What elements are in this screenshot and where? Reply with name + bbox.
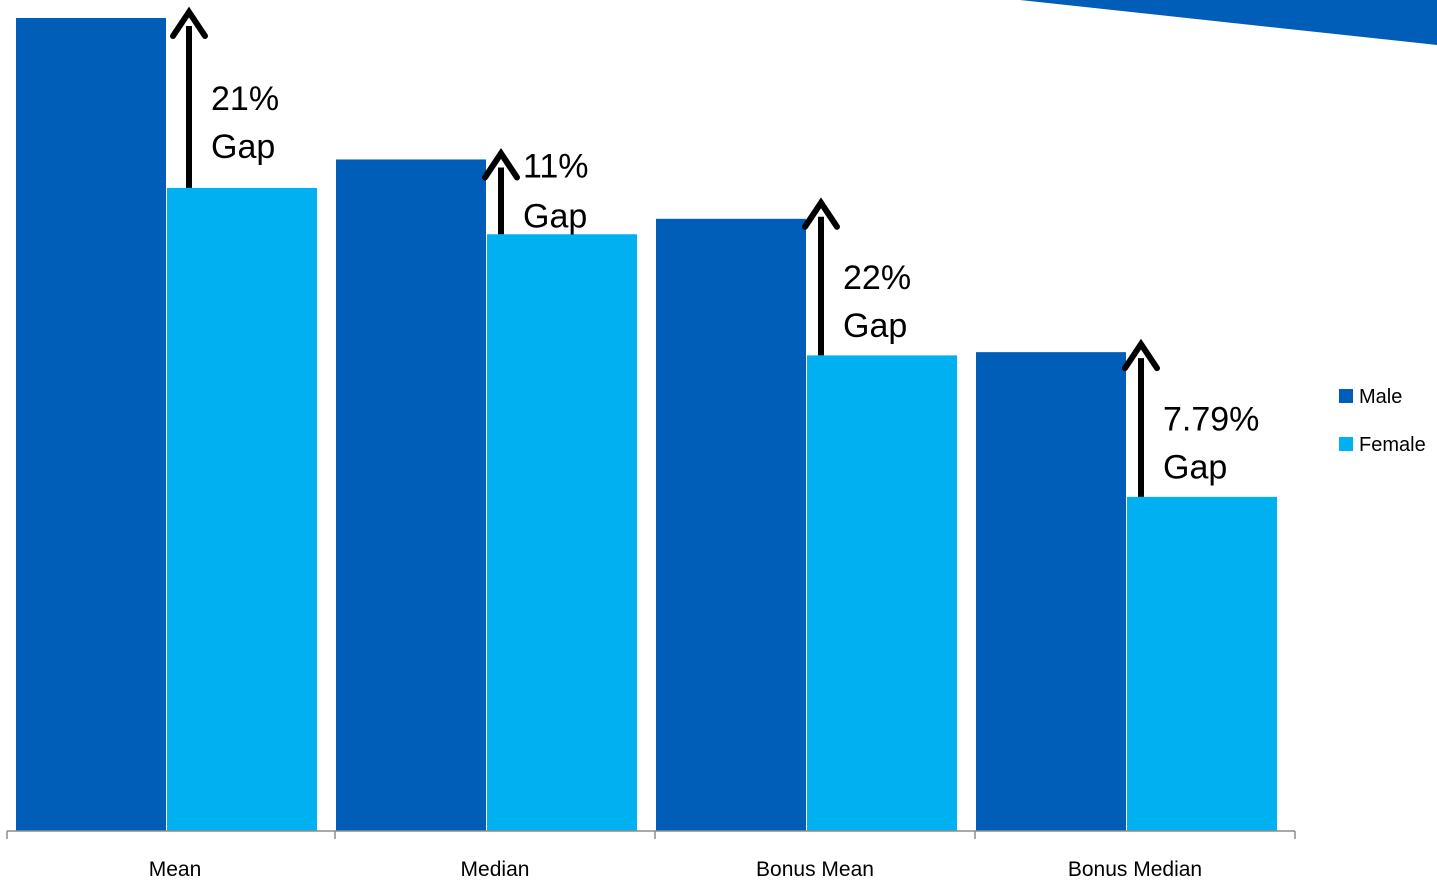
gap-percent-label: 7.79%	[1163, 401, 1259, 439]
legend: Male Female	[1339, 386, 1426, 456]
gap-annotations: 21% Gap 11% Gap 22% Gap 7.79% Gap	[170, 6, 1259, 497]
legend-swatch-female	[1339, 437, 1353, 451]
x-tick-label-bonus-mean: Bonus Mean	[756, 858, 874, 880]
gap-annotation-bonus-median: 7.79% Gap	[1122, 338, 1259, 497]
bar-female-mean	[167, 187, 317, 832]
gap-arrow-head-icon	[482, 148, 520, 181]
gap-percent-label: 22%	[843, 259, 911, 297]
x-axis: Mean Median Bonus Mean Bonus Median	[6, 830, 1296, 880]
gap-word-label: Gap	[843, 307, 907, 345]
bar-male-bonus-median	[976, 352, 1126, 831]
gap-arrow-head-icon	[170, 6, 208, 39]
bars-layer	[16, 18, 1277, 832]
bar-male-mean	[16, 18, 166, 831]
gap-percent-label: 11%	[523, 147, 589, 185]
corner-banner-decoration	[1020, 0, 1437, 45]
gap-word-label: Gap	[1163, 449, 1227, 487]
bar-male-bonus-mean	[656, 218, 806, 831]
x-tick-label-bonus-median: Bonus Median	[1068, 858, 1202, 880]
gap-annotation-mean: 21% Gap	[170, 6, 279, 188]
bar-female-bonus-mean	[807, 355, 957, 831]
gap-annotation-median: 11% Gap	[482, 147, 589, 235]
x-tick-label-mean: Mean	[149, 858, 202, 880]
gap-word-label: Gap	[523, 197, 587, 235]
legend-label-male: Male	[1359, 386, 1402, 408]
bar-male-median	[336, 159, 486, 831]
gap-arrow-head-icon	[802, 197, 840, 230]
gap-arrow-head-icon	[1122, 338, 1160, 372]
bar-female-bonus-median	[1127, 496, 1277, 831]
legend-label-female: Female	[1359, 434, 1426, 456]
gap-word-label: Gap	[211, 128, 275, 166]
bar-female-median	[487, 234, 637, 831]
gap-percent-label: 21%	[211, 80, 279, 118]
x-tick-label-median: Median	[461, 858, 530, 880]
legend-swatch-male	[1339, 389, 1353, 403]
gap-annotation-bonus-mean: 22% Gap	[802, 197, 911, 356]
